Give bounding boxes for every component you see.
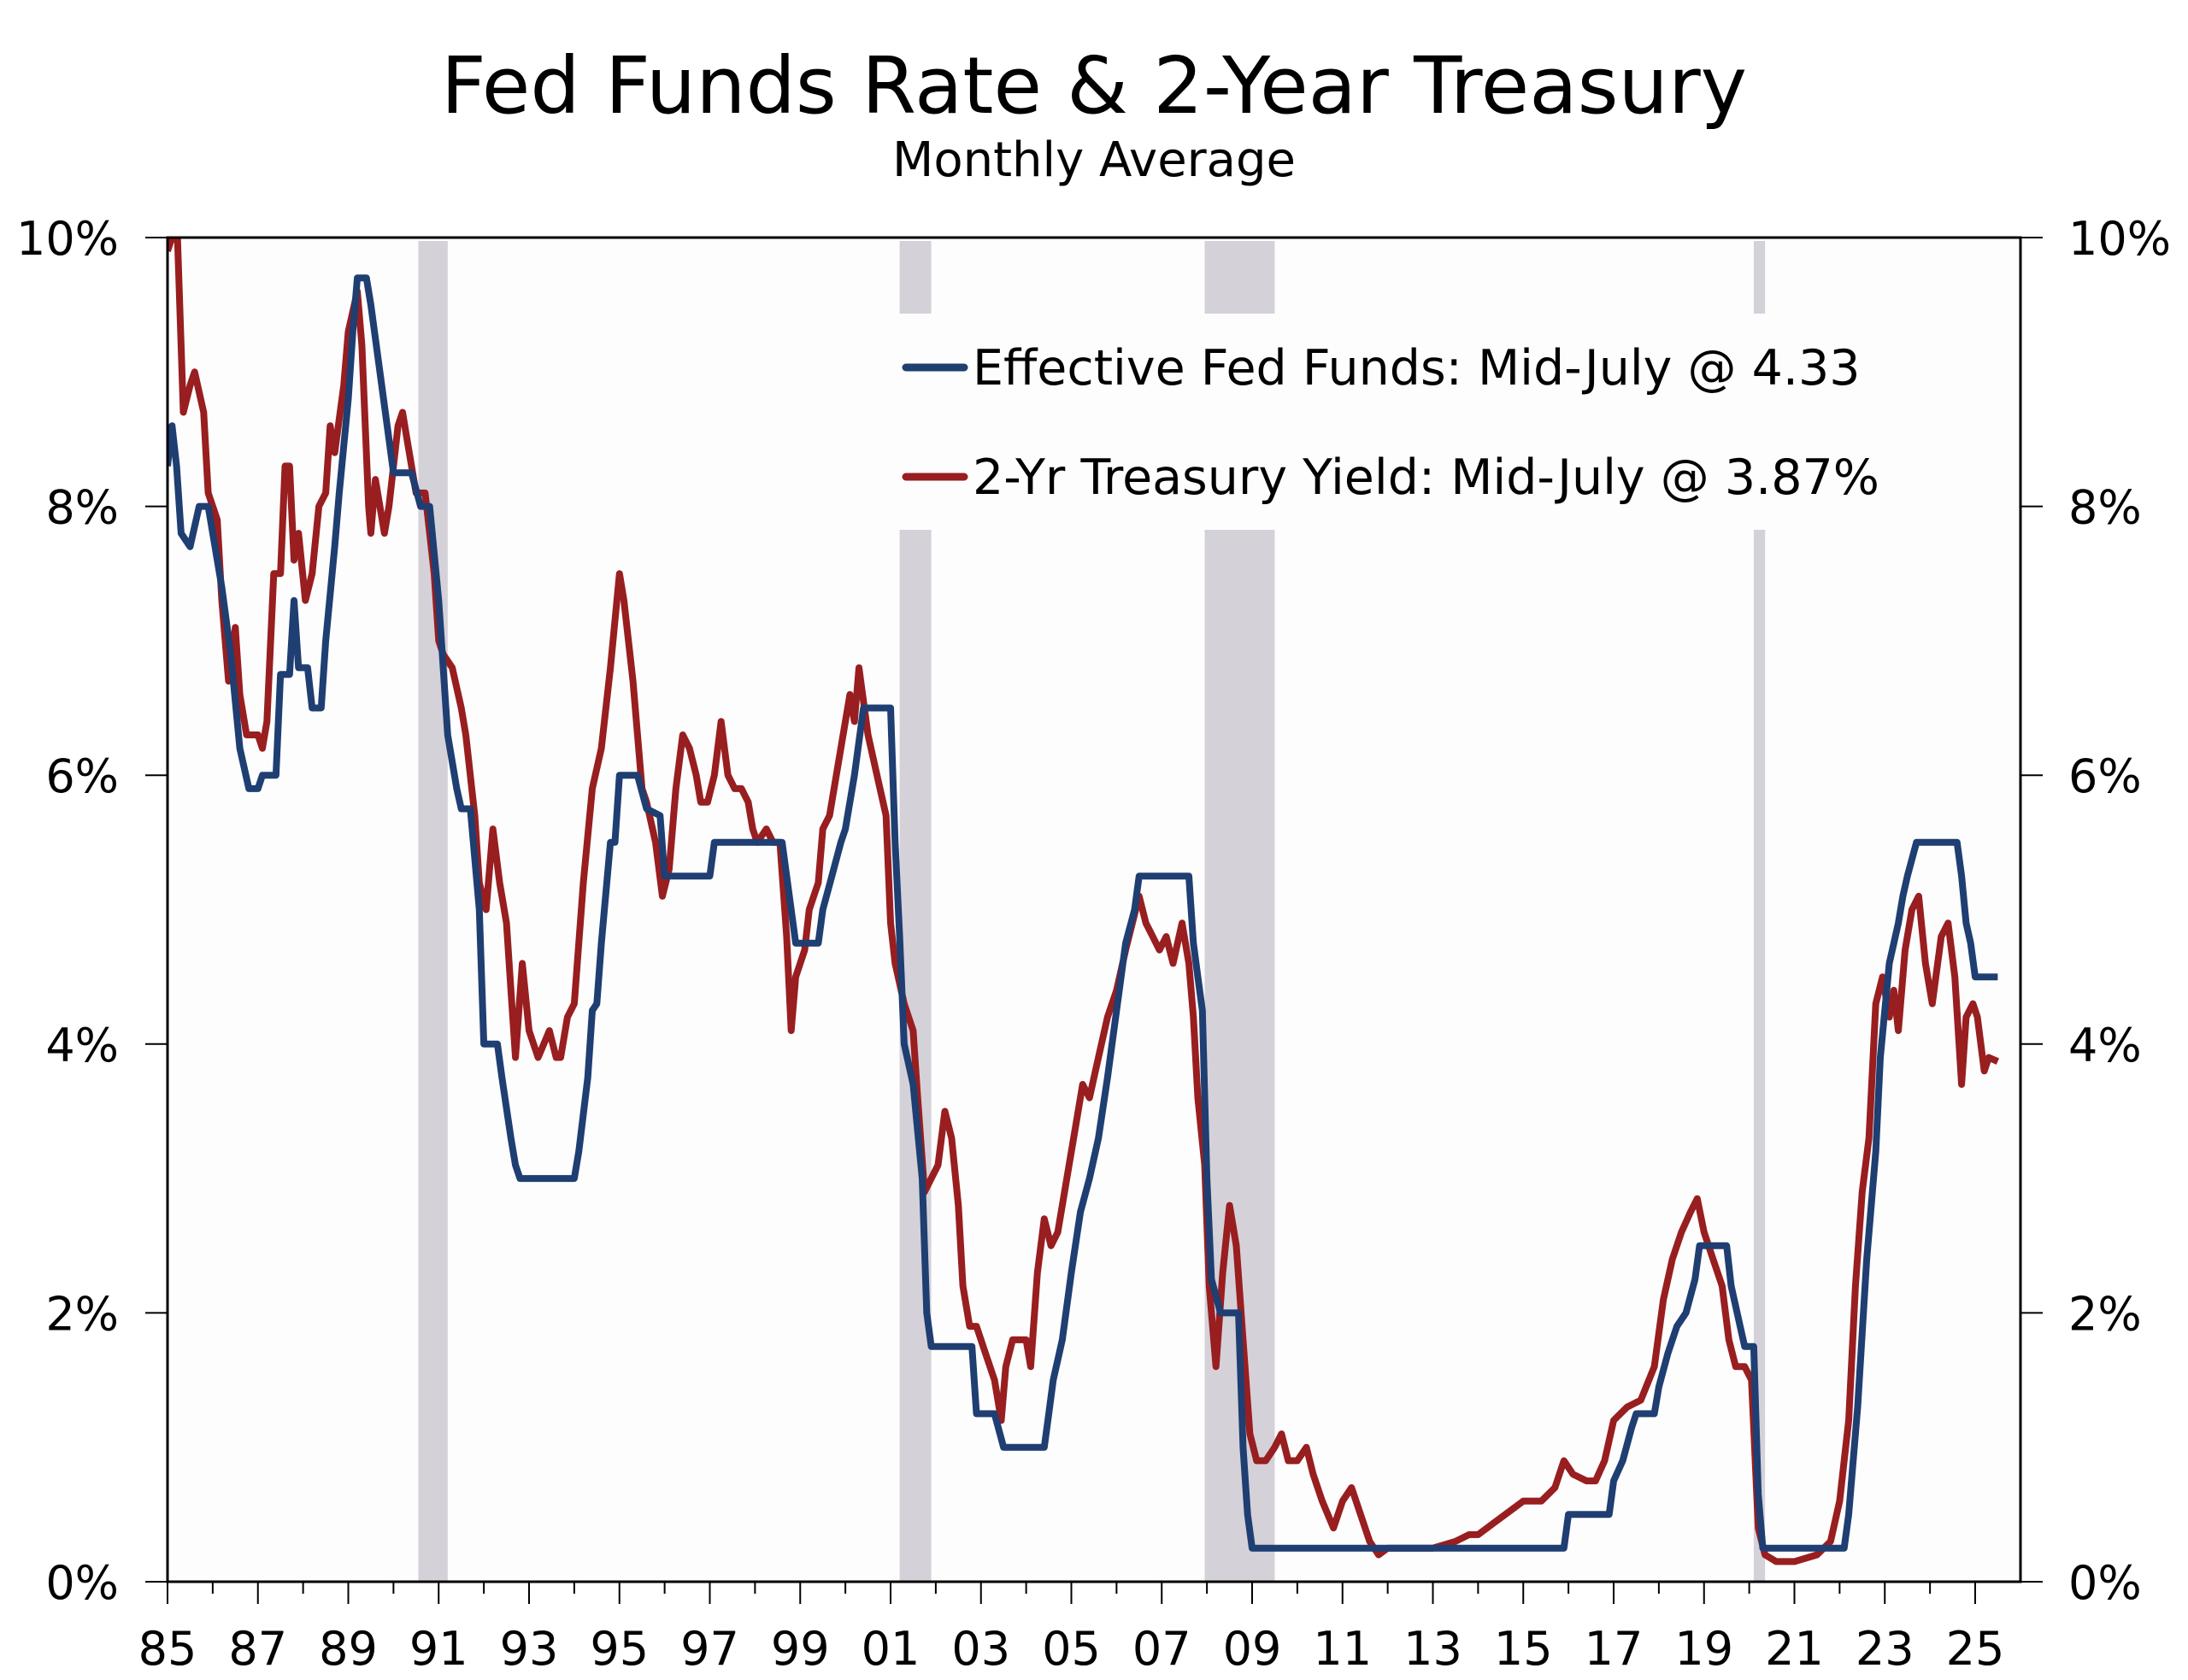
y-tick-label-left: 6% bbox=[45, 749, 119, 803]
y-tick-label-left: 4% bbox=[45, 1019, 119, 1072]
y-tick-label-right: 2% bbox=[2068, 1287, 2142, 1341]
y-tick-label-right: 6% bbox=[2068, 749, 2142, 803]
x-tick-label: 09 bbox=[1223, 1622, 1282, 1676]
legend-label-treasury: 2-Yr Treasury Yield: Mid-July @ 3.87% bbox=[973, 449, 1879, 506]
y-tick-label-right: 0% bbox=[2068, 1556, 2142, 1610]
recession-shading bbox=[418, 241, 448, 1582]
y-tick-label-right: 8% bbox=[2068, 481, 2142, 535]
x-tick-label: 07 bbox=[1132, 1622, 1191, 1676]
x-tick-label: 19 bbox=[1674, 1622, 1733, 1676]
x-tick-label: 15 bbox=[1494, 1622, 1553, 1676]
x-tick-label: 13 bbox=[1403, 1622, 1462, 1676]
x-tick-label: 85 bbox=[138, 1622, 197, 1676]
legend-background bbox=[889, 314, 1991, 530]
x-tick-label: 11 bbox=[1313, 1622, 1372, 1676]
x-tick-label: 87 bbox=[228, 1622, 287, 1676]
recession-shading bbox=[1753, 241, 1766, 1582]
x-tick-label: 25 bbox=[1946, 1622, 2005, 1676]
y-tick-label-right: 4% bbox=[2068, 1019, 2142, 1072]
x-tick-label: 97 bbox=[680, 1622, 739, 1676]
x-tick-label: 17 bbox=[1585, 1622, 1644, 1676]
legend-label-fed: Effective Fed Funds: Mid-July @ 4.33 bbox=[973, 340, 1861, 397]
y-tick-label-right: 10% bbox=[2068, 212, 2171, 266]
y-tick-label-left: 8% bbox=[45, 481, 119, 535]
x-tick-label: 93 bbox=[500, 1622, 559, 1676]
series-line-treasury bbox=[168, 238, 2000, 1565]
chart-subtitle: Monthly Average bbox=[892, 132, 1296, 188]
y-tick-label-left: 0% bbox=[45, 1556, 119, 1610]
x-tick-label: 91 bbox=[409, 1622, 468, 1676]
plot-frame bbox=[166, 236, 2022, 1583]
series-line-fed bbox=[168, 274, 1998, 1552]
x-tick-label: 23 bbox=[1856, 1622, 1914, 1676]
y-tick-label-left: 10% bbox=[16, 212, 119, 266]
y-tick-label-left: 2% bbox=[45, 1287, 119, 1341]
x-tick-label: 99 bbox=[771, 1622, 830, 1676]
x-tick-label: 01 bbox=[862, 1622, 920, 1676]
x-tick-label: 89 bbox=[319, 1622, 378, 1676]
x-tick-label: 03 bbox=[951, 1622, 1010, 1676]
x-tick-label: 95 bbox=[590, 1622, 649, 1676]
x-tick-label: 21 bbox=[1765, 1622, 1824, 1676]
chart-title: Fed Funds Rate & 2-Year Treasury bbox=[441, 40, 1747, 132]
x-tick-label: 05 bbox=[1042, 1622, 1101, 1676]
